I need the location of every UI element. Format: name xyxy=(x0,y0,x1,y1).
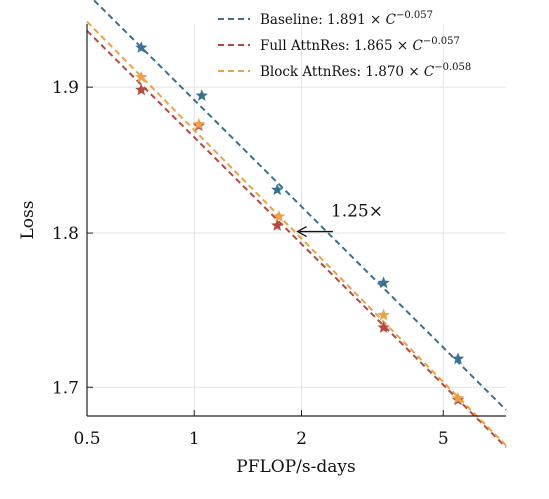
block-attnres-point xyxy=(272,210,286,222)
block-attnres-point xyxy=(377,308,390,321)
data-points xyxy=(135,41,465,406)
block-attnres-point xyxy=(135,70,148,83)
x-tick-label: 0.5 xyxy=(73,429,100,449)
baseline-legend-label: Baseline: 1.891 × C−0.057 xyxy=(260,10,433,28)
baseline-point xyxy=(451,352,465,365)
y-tick-label: 1.7 xyxy=(52,378,79,398)
full-attnres-point xyxy=(271,219,284,231)
legend: Baseline: 1.891 × C−0.057 Full AttnRes: 1… xyxy=(218,10,471,80)
x-tick-label: 5 xyxy=(438,429,449,449)
full-attnres-fit-line xyxy=(86,30,507,448)
block-attnres-point xyxy=(451,391,465,404)
axes xyxy=(86,24,506,417)
y-axis-label: Loss xyxy=(18,201,38,240)
baseline-point xyxy=(195,89,209,101)
speedup-annotation: 1.25× xyxy=(296,202,383,238)
annotation-arrow-head xyxy=(296,225,307,238)
full-attnres-legend-label: Full AttnRes: 1.865 × C−0.057 xyxy=(260,36,460,54)
annotation-label: 1.25× xyxy=(331,202,383,222)
tick-labels: 0.5 1 2 5 1.7 1.8 1.9 xyxy=(52,78,449,449)
y-tick-label: 1.8 xyxy=(52,224,79,244)
baseline-point xyxy=(377,276,390,289)
baseline-point xyxy=(135,41,148,53)
x-tick-label: 1 xyxy=(189,429,200,449)
full-attnres-point xyxy=(377,321,390,333)
y-tick-label: 1.9 xyxy=(52,78,79,98)
block-attnres-legend-label: Block AttnRes: 1.870 × C−0.058 xyxy=(260,62,471,80)
x-tick-label: 2 xyxy=(296,429,307,449)
x-axis-label: PFLOP/s-days xyxy=(236,457,355,477)
full-attnres-point xyxy=(135,83,148,96)
block-attnres-point xyxy=(192,117,206,130)
baseline-point xyxy=(271,183,284,196)
baseline-fit-line xyxy=(92,0,507,411)
grid xyxy=(86,24,506,416)
fit-lines xyxy=(86,0,507,448)
